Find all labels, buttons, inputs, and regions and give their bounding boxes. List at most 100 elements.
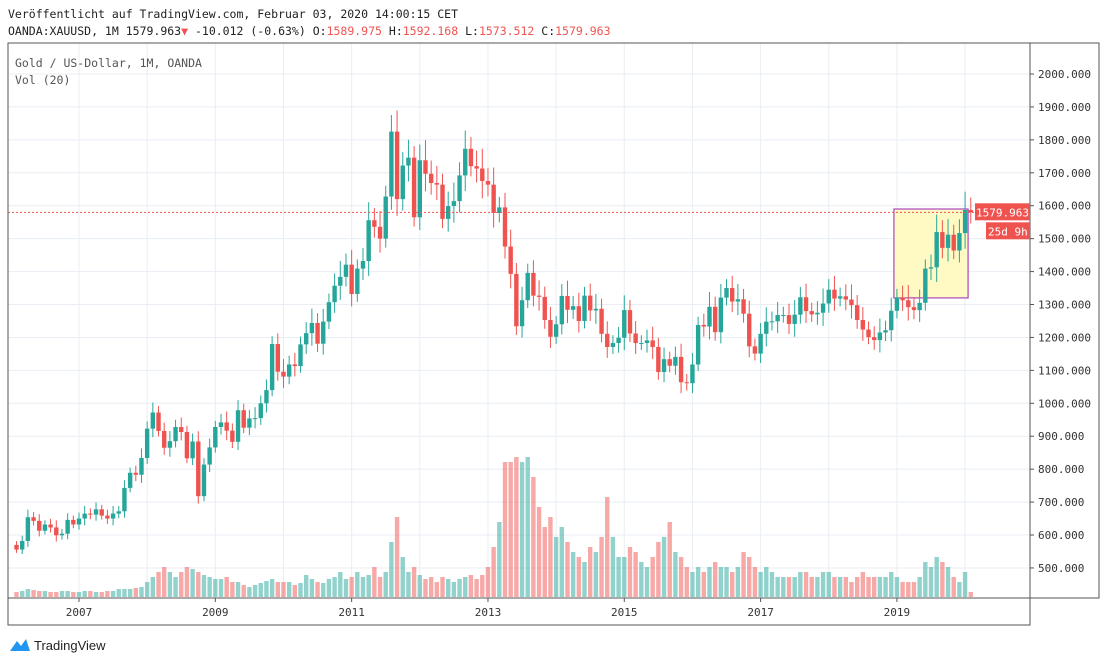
- volume-bar: [747, 557, 752, 597]
- countdown-badge: [986, 222, 1030, 240]
- candle-body: [394, 131, 400, 200]
- y-tick-label: 900.000: [1038, 430, 1084, 443]
- candle-body: [156, 412, 161, 431]
- volume-bar: [582, 562, 587, 597]
- candle-body: [769, 321, 775, 323]
- volume-bar: [809, 577, 814, 597]
- candle-body: [570, 306, 576, 310]
- y-tick-label: 1200.000: [1038, 331, 1091, 344]
- volume-bar: [309, 579, 315, 597]
- candle-body: [332, 285, 337, 303]
- volume-bar: [144, 582, 150, 597]
- volume-bar: [235, 582, 241, 597]
- candle-body: [292, 364, 298, 367]
- candle-body: [241, 410, 246, 428]
- volume-bar: [196, 572, 201, 597]
- candle-body: [93, 509, 99, 515]
- candle-body: [235, 410, 241, 442]
- candle-body: [758, 333, 763, 354]
- volume-bar: [701, 572, 706, 597]
- candle-body: [457, 175, 462, 202]
- volume-bar: [633, 552, 638, 597]
- volume-bar: [928, 567, 934, 597]
- candle-body: [400, 165, 405, 200]
- candle-body: [247, 418, 252, 428]
- volume-bar: [712, 562, 718, 597]
- tradingview-logo[interactable]: TradingView: [8, 636, 106, 654]
- candle-body: [269, 344, 275, 391]
- volume-bar: [343, 579, 349, 597]
- open-value: 1589.975: [326, 24, 382, 38]
- candle-body: [428, 173, 434, 183]
- x-tick-label: 2011: [338, 606, 365, 619]
- y-tick-label: 1400.000: [1038, 266, 1091, 279]
- price-axis-frame: [1029, 42, 1100, 599]
- volume-bar: [372, 567, 377, 597]
- candle-body: [684, 382, 689, 384]
- candle-body: [860, 319, 866, 330]
- y-tick-label: 1800.000: [1038, 134, 1091, 147]
- volume-bar: [298, 583, 303, 597]
- candle-body: [531, 272, 536, 296]
- volume-bar: [661, 537, 667, 597]
- volume-bar: [610, 537, 616, 597]
- candle-body: [917, 302, 922, 311]
- candle-body: [122, 487, 127, 512]
- candle-body: [127, 472, 133, 488]
- volume-bar: [707, 567, 712, 597]
- y-tick-label: 1700.000: [1038, 167, 1091, 180]
- candle-body: [553, 324, 559, 337]
- volume-bar: [71, 592, 76, 597]
- volume-bar: [923, 562, 928, 597]
- candle-body: [599, 308, 604, 334]
- volume-bar: [167, 572, 173, 597]
- volume-bar: [190, 569, 195, 597]
- volume-bar: [673, 552, 678, 597]
- candle-body: [678, 356, 684, 383]
- volume-bar: [315, 582, 320, 597]
- volume-bar: [854, 577, 860, 597]
- volume-bar: [877, 577, 883, 597]
- volume-bar: [383, 572, 388, 597]
- volume-bar: [786, 577, 792, 597]
- candle-body: [559, 295, 564, 325]
- candle-body: [59, 533, 65, 536]
- volume-bar: [724, 567, 729, 597]
- volume-bar: [718, 567, 724, 597]
- volume-bar: [230, 582, 235, 597]
- volume-bar: [76, 592, 82, 597]
- volume-bar: [820, 572, 826, 597]
- candle-body: [451, 201, 457, 207]
- candle-body: [593, 308, 599, 311]
- volume-bar: [48, 592, 53, 597]
- volume-bar: [491, 547, 496, 597]
- candle-body: [673, 356, 678, 366]
- volume-bar: [525, 457, 530, 597]
- candle-body: [906, 300, 911, 308]
- volume-bar: [752, 567, 758, 597]
- chart-frame: [7, 42, 1031, 599]
- x-tick-label: 2017: [747, 606, 774, 619]
- candle-body: [286, 364, 292, 377]
- candle-body: [411, 157, 417, 218]
- volume-bar: [99, 592, 104, 597]
- candle-body: [76, 518, 82, 525]
- candle-body: [82, 513, 87, 519]
- candle-body: [582, 295, 587, 321]
- volume-bar: [463, 577, 468, 597]
- volume-bar: [934, 557, 939, 597]
- candle-body: [440, 184, 445, 219]
- volume-bar: [366, 575, 371, 597]
- volume-bar: [269, 579, 275, 597]
- candle-body: [326, 302, 332, 322]
- candle-body: [179, 427, 184, 432]
- candle-body: [309, 322, 315, 334]
- y-tick-label: 600.000: [1038, 529, 1084, 542]
- candle-body: [622, 310, 627, 338]
- last-price: 1579.963: [125, 24, 182, 38]
- volume-bar: [837, 577, 843, 597]
- volume-bar: [570, 552, 576, 597]
- candle-body: [843, 296, 848, 300]
- candle-body: [48, 524, 53, 528]
